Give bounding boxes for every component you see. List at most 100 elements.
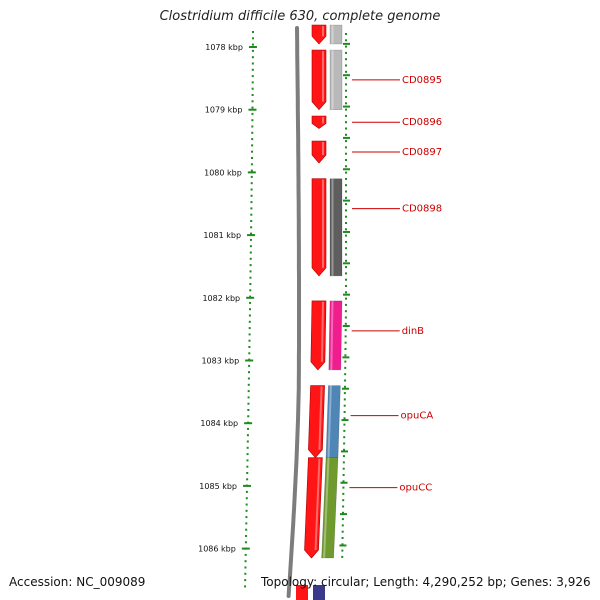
ruler-dot: [246, 440, 249, 443]
ruler-dot: [247, 390, 250, 393]
ruler-dot: [343, 423, 346, 426]
ruler-dot: [345, 70, 347, 73]
ruler-dot: [251, 37, 254, 40]
ruler-dot: [250, 194, 253, 197]
ruler-dot: [244, 585, 247, 588]
ruler-dot: [341, 537, 344, 539]
ruler-dot: [345, 253, 347, 256]
ruler-dot: [247, 415, 250, 418]
ruler-dot: [343, 429, 346, 432]
ruler-dot: [344, 360, 347, 363]
ruler-dot: [247, 402, 250, 405]
ruler-dot: [249, 264, 252, 267]
gene-category-highlight: [327, 385, 332, 458]
ruler-dot: [248, 333, 251, 336]
ruler-dot: [345, 171, 347, 174]
ruler-dot: [251, 144, 254, 147]
ruler-dot: [245, 503, 248, 506]
ruler-dot: [245, 509, 248, 512]
ruler-dot: [345, 196, 347, 199]
ruler-dot: [343, 404, 346, 407]
gene-label[interactable]: CD0898: [402, 204, 442, 215]
ruler-dot: [250, 182, 253, 185]
ruler-dot: [251, 75, 254, 78]
ruler-dot: [245, 490, 248, 493]
ruler-dot: [250, 201, 253, 204]
ruler-dot: [251, 112, 254, 115]
gene-label[interactable]: CD0895: [402, 75, 442, 86]
ruler-dot: [343, 411, 346, 413]
ruler-tick-label: 1079 kbp: [205, 106, 243, 115]
ruler-dot: [250, 175, 253, 178]
gene-label[interactable]: dinB: [402, 326, 424, 337]
gene-label[interactable]: CD0896: [402, 117, 442, 128]
ruler-dot: [246, 478, 249, 481]
gene-category-highlight: [330, 300, 334, 370]
ruler-dot: [345, 121, 347, 124]
ruler-dot: [344, 322, 347, 325]
ruler-dot: [246, 459, 249, 462]
ruler-dot: [251, 150, 254, 153]
ruler-dot: [343, 392, 346, 395]
gene-label[interactable]: opuCC: [399, 483, 432, 494]
ruler-dot: [345, 89, 347, 92]
genome-summary-text: Topology: circular; Length: 4,290,252 bp…: [261, 575, 591, 589]
ruler-dot: [251, 119, 254, 122]
ruler-dot: [345, 177, 347, 180]
gene-category-bar: [321, 457, 339, 559]
ruler-dot: [245, 516, 248, 519]
ruler-dot: [247, 371, 250, 374]
ruler-dot: [249, 283, 252, 285]
ruler-dot: [342, 505, 345, 508]
ruler-dot: [345, 83, 347, 86]
ruler-dot: [345, 266, 347, 269]
ruler-dot: [344, 354, 347, 357]
ruler-dot: [251, 94, 254, 96]
ruler-dot: [341, 524, 344, 527]
ruler-dot: [344, 335, 347, 338]
ruler-dot: [345, 114, 347, 117]
ruler-dot: [345, 234, 347, 237]
ruler-dot: [345, 291, 347, 294]
ruler-dot: [345, 102, 347, 105]
ruler-dot: [341, 518, 344, 521]
gene-category-bar: [328, 300, 343, 371]
ruler-dot: [246, 446, 249, 449]
gene-category-bar: [329, 49, 343, 110]
ruler-dot: [345, 240, 347, 243]
gene-label[interactable]: opuCA: [401, 411, 434, 422]
ruler-dot: [342, 461, 345, 464]
ruler-dot: [247, 383, 250, 386]
ruler-dot: [343, 436, 346, 439]
ruler-dot: [248, 327, 251, 330]
ruler-dot: [345, 159, 347, 161]
ruler-dot: [250, 157, 253, 159]
ruler-dot: [250, 226, 253, 229]
ruler-dot: [250, 169, 253, 172]
ruler-dot: [251, 31, 254, 33]
ruler-dot: [344, 348, 347, 350]
accession-text: Accession: NC_009089: [9, 575, 146, 589]
gene-arrow-highlight: [314, 458, 321, 551]
ruler-dot: [344, 379, 347, 382]
ruler-dot: [249, 301, 252, 304]
ruler-dot: [247, 377, 250, 380]
ruler-dot: [251, 87, 254, 90]
ruler-dot: [345, 77, 347, 80]
ruler-dot: [244, 541, 247, 544]
ruler-dot: [244, 553, 247, 556]
gene-label[interactable]: CD0897: [402, 147, 442, 158]
gene-arrow-highlight: [320, 301, 324, 362]
ruler-tick-label: 1083 kbp: [201, 357, 239, 366]
ruler-dot: [345, 297, 347, 300]
ruler-dot: [345, 58, 347, 61]
ruler-dot: [251, 56, 254, 59]
ruler-dot: [345, 140, 347, 143]
gene-category-bar: [329, 24, 343, 45]
ruler-dot: [345, 209, 347, 212]
ruler-dot: [244, 579, 247, 582]
ruler-dot: [343, 417, 346, 420]
ruler-tick-label: 1078 kbp: [205, 43, 243, 52]
ruler-dot: [344, 329, 347, 332]
